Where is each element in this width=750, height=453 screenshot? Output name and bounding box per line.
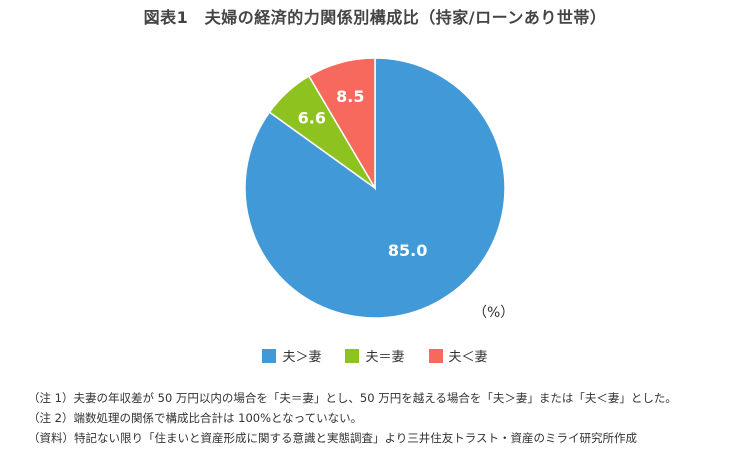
unit-label: （%） [473,305,515,321]
legend-swatch [345,348,360,363]
chart-title: 図表1 夫婦の経済的力関係別構成比（持家/ローンあり世帯） [143,8,607,27]
legend-swatch [262,348,277,363]
slice-wife-greater [307,57,376,191]
legend-label: 夫＜妻 [448,350,488,365]
data-label-equal: 6.6 [298,108,326,127]
footnotes: （注 1）夫妻の年収差が 50 万円以内の場合を「夫＝妻」とし、50 万円を越え… [28,388,743,448]
legend-item-wife-greater: 夫＜妻 [428,346,488,365]
data-label-husband-greater: 85.0 [388,241,427,260]
legend-label: 夫＞妻 [282,350,322,365]
legend: 夫＞妻 夫＝妻 夫＜妻 [0,346,750,365]
legend-item-equal: 夫＝妻 [345,346,405,365]
legend-swatch [428,348,443,363]
data-label-wife-greater: 8.5 [336,87,364,106]
footnote-1: （注 1）夫妻の年収差が 50 万円以内の場合を「夫＝妻」とし、50 万円を越え… [28,391,677,405]
legend-item-husband-greater: 夫＞妻 [262,346,321,365]
footnote-source: （資料）特記ない限り「住まいと資産形成に関する意識と実態調査」より三井住友トラス… [28,431,638,445]
footnote-2: （注 2）端数処理の関係で構成比合計は 100%となっていない。 [28,411,363,425]
legend-label: 夫＝妻 [365,350,405,365]
